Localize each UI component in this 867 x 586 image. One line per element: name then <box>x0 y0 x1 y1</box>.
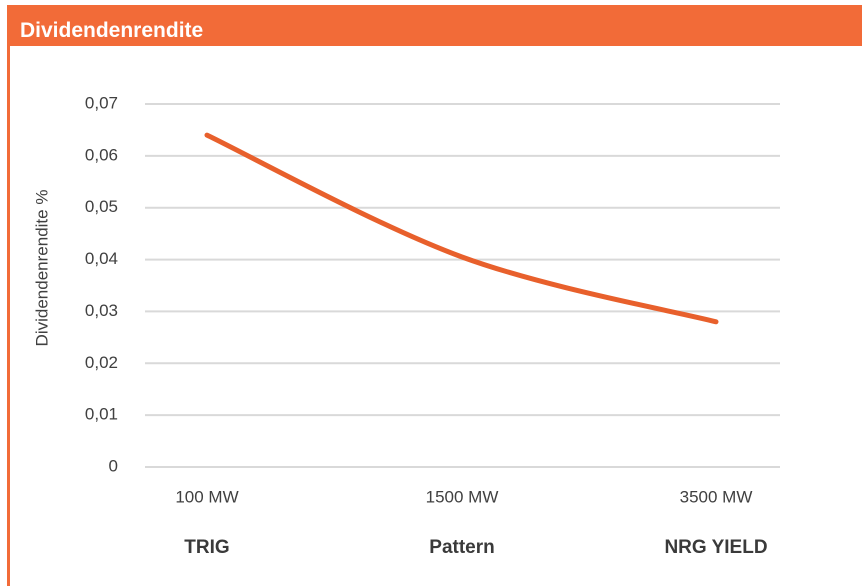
left-border <box>7 46 10 586</box>
y-tick-label: 0,07 <box>85 93 118 112</box>
y-tick-label: 0 <box>109 456 118 475</box>
y-tick-label: 0,03 <box>85 301 118 320</box>
chart-title: Dividendenrendite <box>20 19 203 42</box>
x-tick-label: 1500 MW <box>426 487 499 506</box>
company-label: TRIG <box>184 537 229 558</box>
y-tick-label: 0,04 <box>85 249 118 268</box>
y-tick-label: 0,01 <box>85 405 118 424</box>
x-tick-label: 3500 MW <box>680 487 753 506</box>
y-tick-label: 0,06 <box>85 145 118 164</box>
line-series <box>204 132 719 325</box>
company-label: Pattern <box>429 537 494 558</box>
company-label: NRG YIELD <box>664 537 767 558</box>
x-tick-label: 100 MW <box>175 487 238 506</box>
y-axis-label: Dividendenrendite % <box>32 190 51 347</box>
y-tick-label: 0,05 <box>85 197 118 216</box>
header-bar <box>7 5 862 46</box>
y-tick-label: 0,02 <box>85 353 118 372</box>
